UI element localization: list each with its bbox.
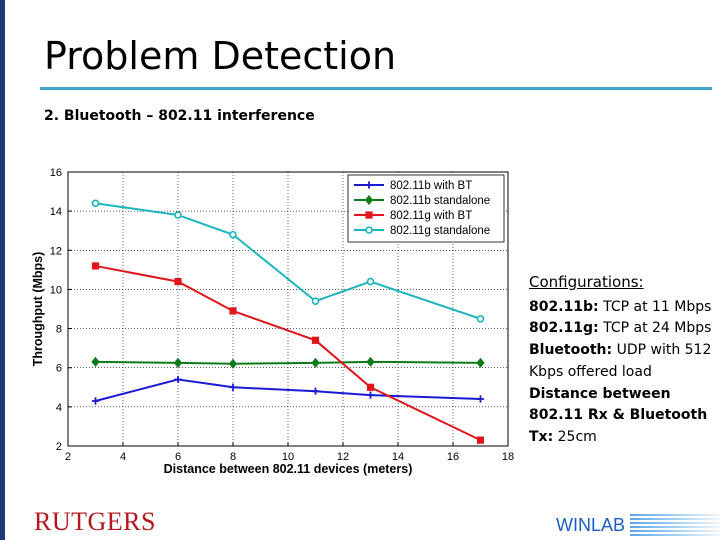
legend-label: 802.11g standalone: [390, 225, 490, 237]
config-value: TCP at 11 Mbps: [598, 298, 712, 315]
series-line: [95, 360, 481, 365]
data-point: [311, 387, 320, 395]
rutgers-logo: RUTGERS: [34, 507, 156, 536]
series-802-11g-with-bt: [91, 262, 485, 444]
legend-entry: 802.11g with BT: [354, 210, 472, 222]
y-tick-label: 4: [56, 402, 62, 414]
data-point: [91, 199, 100, 208]
x-tick-label: 10: [282, 451, 294, 463]
data-point: [91, 356, 100, 367]
x-axis-label: Distance between 802.11 devices (meters): [164, 462, 413, 476]
throughput-chart: 2 4 6 8 10 12 14 16 18 2 4 6 8 10 12 14 16 Distance betw…: [31, 167, 514, 476]
y-axis-label: Throughput (Mbps): [31, 252, 45, 367]
config-value: UDP with 512 Kbps offered load: [529, 342, 712, 380]
data-point: [364, 194, 374, 206]
data-point: [311, 357, 320, 368]
configurations-panel: Configurations: 802.11b: TCP at 11 Mbps …: [529, 272, 717, 449]
series-802-11b-standalone: [91, 356, 485, 369]
data-point: [476, 357, 485, 368]
y-tick-label: 14: [50, 206, 62, 218]
y-tick-label: 2: [56, 441, 62, 453]
config-value: TCP at 24 Mbps: [598, 320, 712, 337]
legend-marker: [354, 211, 384, 219]
data-point: [311, 336, 320, 344]
config-line-distance: Distance between 802.11 Rx & Bluetooth T…: [529, 384, 717, 449]
data-point: [476, 314, 485, 323]
config-line-80211b: 802.11b: TCP at 11 Mbps: [529, 297, 717, 319]
data-point: [174, 278, 182, 286]
config-label: 802.11b:: [529, 298, 599, 315]
slide-subtitle: 2. Bluetooth – 802.11 interference: [44, 108, 315, 124]
data-point: [91, 397, 100, 405]
data-point: [476, 436, 485, 444]
y-tick-label: 16: [50, 167, 62, 179]
y-tick-label: 8: [56, 324, 62, 336]
data-point: [174, 375, 182, 384]
left-accent-bar: [0, 0, 5, 540]
data-point: [174, 211, 182, 219]
data-point: [366, 391, 375, 399]
data-point: [229, 383, 237, 391]
data-point: [476, 395, 485, 403]
x-tick-label: 2: [65, 451, 71, 463]
legend-label: 802.11b standalone: [390, 195, 490, 207]
config-label: Bluetooth:: [529, 342, 613, 359]
data-point: [91, 262, 100, 270]
x-tick-label: 16: [447, 451, 459, 463]
data-point: [229, 307, 237, 315]
title-underline: [40, 87, 712, 90]
config-value: 25cm: [553, 428, 597, 445]
y-tick-label: 12: [50, 245, 62, 257]
legend-label: 802.11g with BT: [390, 210, 472, 222]
series-layer: [91, 199, 485, 444]
series-line: [95, 202, 481, 320]
legend-marker: [354, 194, 384, 206]
data-point: [228, 358, 238, 369]
data-point: [366, 356, 375, 367]
winlab-logo: WINLAB: [556, 515, 626, 535]
data-point: [365, 226, 373, 234]
x-tick-label: 8: [230, 451, 236, 463]
config-label: Distance between 802.11 Rx & Bluetooth T…: [529, 385, 708, 445]
series-line: [95, 264, 481, 442]
legend-marker: [354, 226, 384, 234]
legend-entry: 802.11b standalone: [354, 194, 490, 207]
legend-label: 802.11b with BT: [390, 180, 472, 192]
x-tick-label: 18: [502, 451, 514, 463]
data-point: [366, 383, 375, 391]
data-point: [365, 211, 373, 219]
x-tick-label: 14: [392, 451, 404, 463]
data-point: [173, 357, 183, 368]
data-point: [311, 297, 320, 305]
x-tick-label: 12: [337, 451, 349, 463]
x-tick-label: 4: [120, 451, 126, 463]
config-label: 802.11g:: [529, 320, 599, 337]
y-tick-label: 6: [56, 363, 62, 375]
slide-title: Problem Detection: [44, 34, 397, 78]
config-line-bluetooth: Bluetooth: UDP with 512 Kbps offered loa…: [529, 340, 717, 383]
config-line-80211g: 802.11g: TCP at 24 Mbps: [529, 318, 717, 340]
configurations-heading: Configurations:: [529, 273, 644, 291]
legend-marker: [354, 181, 384, 189]
tick-layer: 2 4 6 8 10 12 14 16 18 2 4 6 8 10 12 14 16: [50, 167, 514, 463]
winlab-logo-stripes: [630, 514, 720, 540]
legend: 802.11b with BT 802.11b standalone 802.1…: [347, 174, 505, 243]
legend-entry: 802.11g standalone: [354, 225, 490, 237]
data-point: [365, 181, 373, 189]
data-point: [229, 230, 237, 239]
data-point: [366, 277, 375, 286]
series-802-11g-standalone: [91, 199, 485, 323]
legend-entry: 802.11b with BT: [354, 180, 472, 192]
x-tick-label: 6: [175, 451, 181, 463]
y-tick-label: 10: [50, 284, 62, 296]
